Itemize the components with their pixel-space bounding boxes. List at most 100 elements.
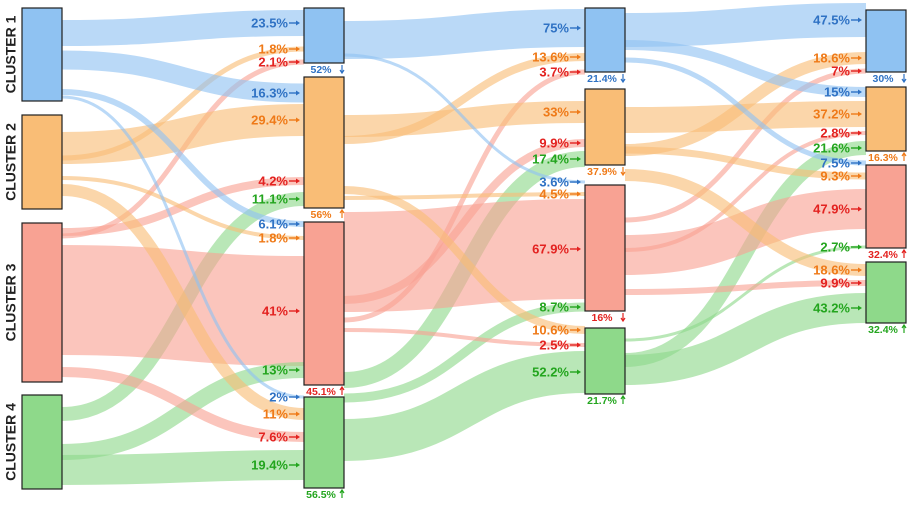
node-stage0-c4 bbox=[21, 394, 63, 490]
flow-label-s1-c1-to-c1: 23.5% bbox=[251, 16, 288, 31]
node-stage1-c1 bbox=[303, 7, 345, 64]
flow-label-s1-c3-to-c2: 4.2% bbox=[258, 174, 288, 189]
share-label-s2-c2: 37.9% bbox=[587, 166, 617, 178]
flow-label-s1-c3-to-c3: 41% bbox=[262, 304, 288, 319]
arrow-down-icon bbox=[620, 167, 626, 177]
node-stage0-c3 bbox=[21, 222, 63, 383]
flow-label-s2-c2-to-c2: 33% bbox=[543, 105, 569, 120]
cluster-label-c2: CLUSTER 2 bbox=[3, 123, 19, 201]
flow-s2-c4-to-c4 bbox=[343, 351, 586, 461]
flow-label-s2-c3-to-c4: 2.5% bbox=[539, 338, 569, 353]
share-label-s1-c1: 52% bbox=[310, 64, 332, 76]
arrow-head-icon bbox=[296, 411, 300, 417]
arrow-head-icon bbox=[296, 434, 300, 440]
arrow-down-icon bbox=[901, 74, 907, 84]
arrow-head-icon bbox=[858, 55, 862, 61]
flow-s1-c1-to-c1 bbox=[61, 10, 305, 46]
arrow-head-icon bbox=[577, 25, 581, 31]
share-label-s3-c2: 16.3% bbox=[868, 152, 898, 164]
flow-s3-c4-to-c4 bbox=[624, 293, 867, 385]
arrow-head-icon bbox=[296, 462, 300, 468]
arrow-head-icon bbox=[858, 244, 862, 250]
flow-label-s1-c4-to-c4: 19.4% bbox=[251, 458, 288, 473]
arrow-up-icon bbox=[901, 323, 907, 333]
node-stage3-c4 bbox=[865, 261, 907, 324]
flow-label-s2-c3-to-c3: 67.9% bbox=[532, 242, 569, 257]
arrow-up-icon bbox=[339, 385, 345, 395]
share-label-s2-c4: 21.7% bbox=[587, 395, 617, 407]
arrow-head-icon bbox=[858, 173, 862, 179]
flow-label-s2-c2-to-c4: 10.6% bbox=[532, 323, 569, 338]
flow-label-s1-c2-to-c1: 1.8% bbox=[258, 42, 288, 57]
flow-s1-c1-to-c3 bbox=[61, 89, 305, 227]
flow-s1-c4-to-c4 bbox=[61, 450, 305, 485]
arrow-head-icon bbox=[577, 109, 581, 115]
flow-s1-c3-to-c4 bbox=[61, 367, 305, 442]
flow-s1-c2-to-c4 bbox=[61, 184, 305, 420]
node-stage2-c2 bbox=[584, 88, 626, 166]
node-stage1-c2 bbox=[303, 76, 345, 209]
arrow-head-icon bbox=[858, 267, 862, 273]
arrow-up-icon bbox=[620, 394, 626, 404]
flow-s1-c2-to-c2 bbox=[61, 104, 305, 164]
flow-s1-c2-to-c3 bbox=[61, 176, 305, 240]
cluster-label-c4: CLUSTER 4 bbox=[3, 403, 19, 481]
flow-layer bbox=[61, 3, 867, 485]
flow-label-s3-c3-to-c1: 7% bbox=[831, 64, 850, 79]
arrow-head-icon bbox=[577, 327, 581, 333]
arrow-head-icon bbox=[577, 369, 581, 375]
flow-s3-c1-to-c2 bbox=[624, 40, 867, 97]
arrow-head-icon bbox=[577, 246, 581, 252]
flow-label-s1-c2-to-c3: 1.8% bbox=[258, 231, 288, 246]
flow-s2-c3-to-c4 bbox=[343, 328, 586, 347]
flow-label-s3-c4-to-c2: 21.6% bbox=[813, 141, 850, 156]
arrow-head-icon bbox=[296, 308, 300, 314]
flow-s3-c2-to-c3 bbox=[624, 146, 867, 180]
flow-label-s2-c3-to-c1: 3.7% bbox=[539, 65, 569, 80]
arrow-head-icon bbox=[858, 206, 862, 212]
arrow-head-icon bbox=[296, 117, 300, 123]
flow-label-s1-c2-to-c2: 29.4% bbox=[251, 113, 288, 128]
flow-s1-c4-to-c3 bbox=[61, 362, 305, 460]
flow-s2-c4-to-c3 bbox=[343, 302, 586, 403]
flow-s1-c1-to-c2 bbox=[61, 50, 305, 103]
flow-label-s2-c3-to-c2: 9.9% bbox=[539, 136, 569, 151]
flow-label-s3-c4-to-c4: 43.2% bbox=[813, 301, 850, 316]
flow-label-s3-c3-to-c3: 47.9% bbox=[813, 202, 850, 217]
flow-s3-c2-to-c2 bbox=[624, 101, 867, 133]
arrow-head-icon bbox=[858, 17, 862, 23]
arrow-head-icon bbox=[858, 280, 862, 286]
arrow-head-icon bbox=[858, 145, 862, 151]
arrow-head-icon bbox=[858, 305, 862, 311]
flow-s2-c1-to-c1 bbox=[343, 9, 586, 59]
flow-label-s2-c4-to-c4: 52.2% bbox=[532, 365, 569, 380]
flow-label-s3-c2-to-c4: 18.6% bbox=[813, 263, 850, 278]
share-label-s3-c3: 32.4% bbox=[868, 249, 898, 261]
arrow-head-icon bbox=[577, 69, 581, 75]
arrow-head-icon bbox=[296, 90, 300, 96]
flow-s3-c1-to-c1 bbox=[624, 3, 867, 47]
arrow-head-icon bbox=[296, 196, 300, 202]
node-stage3-c1 bbox=[865, 9, 907, 73]
cluster-label-c1: CLUSTER 1 bbox=[3, 15, 19, 93]
arrow-head-icon bbox=[577, 140, 581, 146]
node-stage1-c4 bbox=[303, 396, 345, 489]
node-stage2-c1 bbox=[584, 7, 626, 73]
flow-s3-c4-to-c3 bbox=[624, 245, 867, 342]
share-label-s2-c3: 16% bbox=[591, 312, 613, 324]
node-stage2-c4 bbox=[584, 327, 626, 395]
flow-label-s2-c4-to-c2: 17.4% bbox=[532, 152, 569, 167]
flow-label-s1-c3-to-c1: 2.1% bbox=[258, 55, 288, 70]
arrow-up-icon bbox=[901, 151, 907, 161]
arrow-head-icon bbox=[577, 342, 581, 348]
arrow-head-icon bbox=[296, 221, 300, 227]
flow-label-s1-c4-to-c3: 13% bbox=[262, 363, 288, 378]
flow-s3-c1-to-c3 bbox=[624, 57, 867, 166]
arrow-head-icon bbox=[858, 89, 862, 95]
arrow-down-icon bbox=[620, 74, 626, 84]
arrow-head-icon bbox=[577, 54, 581, 60]
arrow-up-icon bbox=[339, 488, 345, 498]
arrow-head-icon bbox=[858, 111, 862, 117]
